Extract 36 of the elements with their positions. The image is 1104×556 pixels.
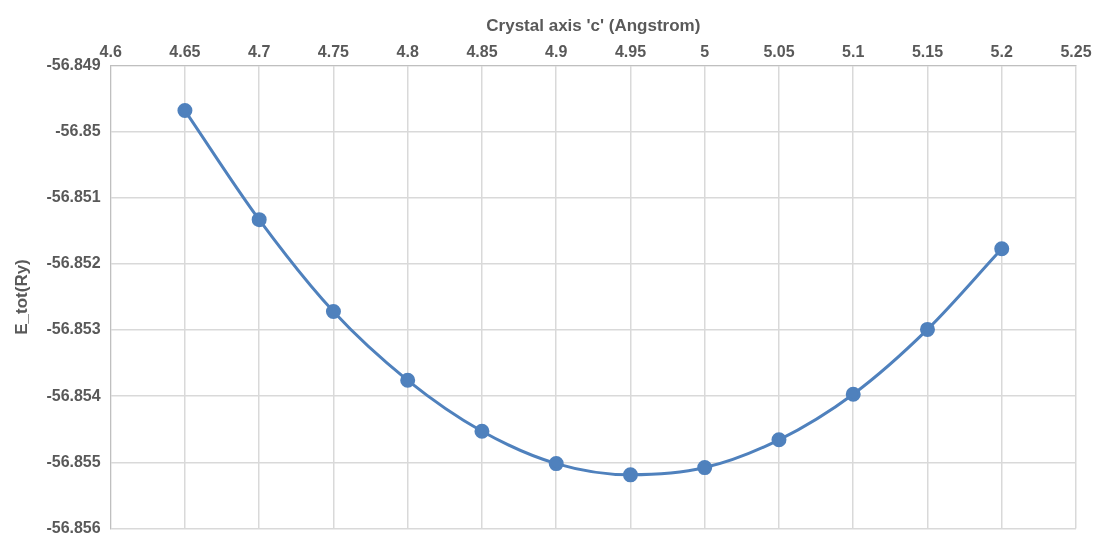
x-tick-label: 4.65 bbox=[169, 43, 201, 61]
x-tick-label: 5.15 bbox=[911, 43, 944, 61]
x-tick-label: 4.7 bbox=[248, 43, 271, 61]
y-tick-label: -56.849 bbox=[46, 56, 101, 74]
y-tick-label: -56.854 bbox=[46, 386, 101, 404]
y-tick-label: -56.855 bbox=[46, 452, 101, 470]
point bbox=[548, 456, 564, 472]
x-tick-label: 4.9 bbox=[545, 43, 568, 61]
x-tick-label: 4.75 bbox=[317, 43, 350, 61]
y-tick-label: -56.856 bbox=[46, 518, 101, 536]
x-tick-label: 5.1 bbox=[842, 43, 865, 61]
x-tick-label: 4.6 bbox=[99, 43, 122, 61]
y-axis-title: E_tot(Ry) bbox=[11, 259, 31, 335]
point bbox=[251, 212, 267, 228]
point bbox=[622, 467, 638, 483]
x-tick-label: 5 bbox=[700, 43, 710, 61]
point bbox=[697, 460, 713, 476]
x-tick-label: 4.8 bbox=[396, 43, 419, 61]
x-tick-label: 4.85 bbox=[466, 43, 498, 61]
point bbox=[400, 372, 416, 388]
point bbox=[325, 304, 341, 320]
x-tick-label: 5.25 bbox=[1060, 43, 1092, 61]
point bbox=[474, 423, 490, 439]
y-tick-label: -56.852 bbox=[46, 254, 101, 272]
point bbox=[845, 386, 861, 402]
point bbox=[919, 321, 935, 337]
point bbox=[994, 241, 1010, 257]
x-tick-label: 5.05 bbox=[763, 43, 795, 61]
y-tick-label: -56.85 bbox=[55, 122, 101, 140]
y-tick-label: -56.851 bbox=[46, 188, 101, 206]
x-tick-label: 5.2 bbox=[990, 43, 1013, 61]
x-axis-title: Crystal axis 'c' (Angstrom) bbox=[486, 15, 701, 35]
point bbox=[771, 432, 787, 448]
point bbox=[177, 103, 193, 119]
x-tick-label: 4.95 bbox=[614, 43, 647, 61]
y-tick-label: -56.853 bbox=[46, 320, 101, 338]
